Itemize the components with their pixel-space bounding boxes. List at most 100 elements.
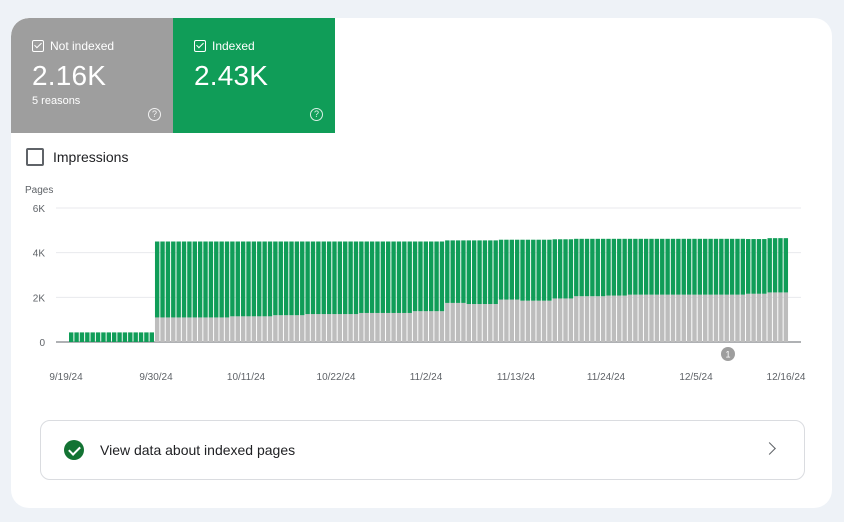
bar-indexed (471, 240, 477, 305)
bar-indexed (772, 238, 778, 293)
bar-indexed (321, 241, 326, 315)
bar-indexed (579, 238, 584, 297)
bar-indexed (633, 238, 638, 295)
bar-not-indexed (520, 300, 525, 342)
bar-not-indexed (445, 302, 450, 342)
bar-indexed (606, 238, 611, 296)
bar-not-indexed (584, 296, 590, 342)
bar-indexed (219, 241, 224, 318)
bar-indexed (187, 241, 192, 318)
bar-indexed (310, 241, 316, 315)
bar-indexed (85, 332, 90, 342)
bar-indexed (439, 241, 445, 312)
bar-indexed (778, 238, 783, 293)
bar-indexed (600, 238, 606, 297)
bar-indexed (574, 238, 579, 297)
y-tick-label: 0 (39, 338, 45, 349)
bar-indexed (692, 238, 697, 295)
bar-indexed (552, 239, 557, 299)
bar-indexed (111, 332, 117, 342)
bar-not-indexed (455, 302, 461, 342)
bar-not-indexed (713, 294, 719, 342)
bar-not-indexed (203, 317, 208, 342)
bar-not-indexed (224, 317, 230, 342)
chevron-right-icon (763, 442, 776, 455)
bar-not-indexed (359, 312, 364, 342)
bar-indexed (128, 332, 133, 342)
bar-not-indexed (214, 317, 219, 342)
bar-indexed (380, 241, 386, 313)
bar-indexed (240, 241, 246, 317)
bar-not-indexed (369, 312, 375, 342)
bar-indexed (450, 240, 455, 303)
bar-indexed (686, 238, 692, 295)
bar-not-indexed (493, 304, 498, 342)
y-tick-label: 4K (33, 249, 46, 260)
bar-indexed (267, 241, 273, 317)
bar-not-indexed (697, 294, 703, 342)
bar-indexed (547, 239, 552, 301)
bar-not-indexed (466, 304, 472, 342)
bar-indexed (300, 241, 305, 316)
bar-indexed (257, 241, 262, 317)
bar-indexed (95, 332, 101, 342)
bar-indexed (386, 241, 391, 313)
help-icon[interactable]: ? (310, 108, 323, 121)
bar-not-indexed (649, 294, 654, 342)
bar-not-indexed (364, 312, 369, 342)
bar-not-indexed (246, 316, 251, 342)
x-tick-label: 12/16/24 (767, 372, 806, 383)
bar-indexed (697, 238, 703, 295)
x-tick-label: 11/24/24 (587, 372, 626, 383)
bar-not-indexed (670, 294, 676, 342)
bar-indexed (676, 238, 681, 295)
bar-indexed (343, 241, 348, 315)
bar-indexed (294, 241, 300, 316)
x-tick-label: 10/22/24 (317, 372, 356, 383)
bar-not-indexed (638, 294, 643, 342)
bar-not-indexed (547, 300, 552, 342)
bar-indexed (418, 241, 423, 312)
indexed-checkbox[interactable] (194, 40, 206, 52)
impressions-checkbox[interactable] (26, 148, 44, 166)
bar-not-indexed (617, 295, 622, 342)
bar-not-indexed (767, 292, 772, 342)
bar-not-indexed (482, 304, 488, 342)
impressions-toggle[interactable]: Impressions (26, 148, 128, 166)
bar-indexed (262, 241, 267, 317)
bar-not-indexed (686, 294, 692, 342)
annotation-label: 1 (725, 350, 730, 360)
bar-not-indexed (273, 315, 278, 342)
view-indexed-pages-link[interactable]: View data about indexed pages (40, 420, 805, 480)
bar-not-indexed (262, 316, 267, 342)
bar-not-indexed (439, 311, 445, 342)
bar-indexed (477, 240, 482, 305)
bar-not-indexed (477, 304, 482, 342)
bar-indexed (638, 238, 643, 295)
bar-not-indexed (337, 314, 343, 342)
bar-not-indexed (643, 294, 649, 342)
bar-indexed (429, 241, 434, 312)
bar-not-indexed (660, 294, 665, 342)
bar-not-indexed (208, 317, 214, 342)
bar-indexed (504, 239, 509, 300)
not-indexed-checkbox[interactable] (32, 40, 44, 52)
bar-not-indexed (600, 296, 606, 342)
bar-not-indexed (321, 314, 326, 342)
x-tick-label: 9/19/24 (49, 372, 83, 383)
bar-indexed (359, 241, 364, 313)
bar-indexed (670, 238, 676, 295)
bar-not-indexed (606, 295, 611, 342)
bar-not-indexed (611, 295, 617, 342)
annotation-marker (721, 347, 735, 361)
x-tick-label: 10/11/24 (227, 372, 266, 383)
bar-indexed (332, 241, 337, 315)
bar-indexed (708, 238, 713, 295)
bar-indexed (423, 241, 429, 312)
bar-indexed (488, 240, 493, 305)
indexed-tile[interactable]: Indexed 2.43K ? (173, 18, 335, 133)
bar-indexed (412, 241, 418, 312)
not-indexed-tile[interactable]: Not indexed 2.16K 5 reasons ? (11, 18, 173, 133)
bar-not-indexed (294, 315, 300, 342)
help-icon[interactable]: ? (148, 108, 161, 121)
